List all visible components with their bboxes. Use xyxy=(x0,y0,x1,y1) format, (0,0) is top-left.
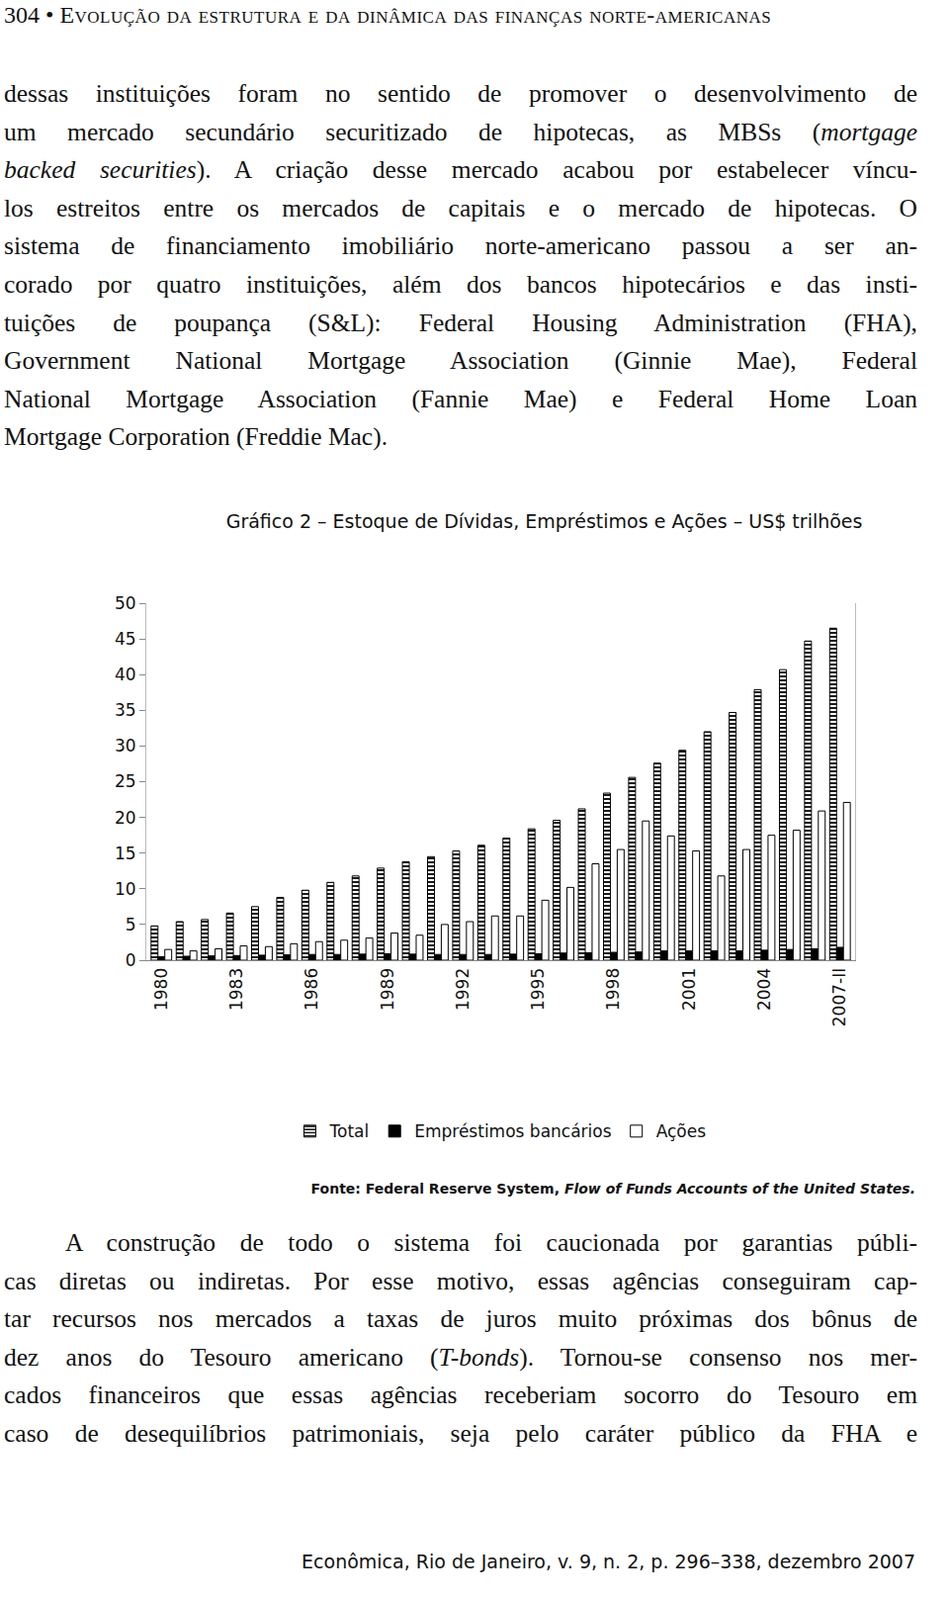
html-text:Government National Mortgage A: Government National Mortgage Association… xyxy=(3,346,918,375)
html-text:caso de desequilíbrios patrimo: caso de desequilíbrios patrimoniais, sej… xyxy=(3,1418,918,1448)
svg-text:Ações: Ações xyxy=(656,1121,707,1141)
html-text:Mortgage Corporation (Freddie: Mortgage Corporation (Freddie Mac). xyxy=(3,422,388,452)
svg-text:40: 40 xyxy=(114,664,137,685)
svg-text:1983: 1983 xyxy=(226,967,247,1011)
html-text:tar recursos nos mercados a ta: tar recursos nos mercados a taxas de jur… xyxy=(3,1304,918,1333)
html-text:los estreitos entre os mercado: los estreitos entre os mercados de capit… xyxy=(3,193,918,223)
svg-text:25: 25 xyxy=(114,771,137,791)
svg-text:45: 45 xyxy=(114,628,137,649)
svg-text:Total: Total xyxy=(329,1121,370,1141)
html-text:cas diretas ou indiretas. Por: cas diretas ou indiretas. Por esse motiv… xyxy=(3,1265,918,1295)
html-text:sistema de financiamento imobi: sistema de financiamento imobiliário nor… xyxy=(3,231,918,261)
html-text:corado por quatro instituições: corado por quatro instituições, além dos… xyxy=(3,269,918,299)
html-text:backed securities). A criação: backed securities). A criação desse merc… xyxy=(3,155,918,185)
svg-text:15: 15 xyxy=(114,843,137,863)
svg-text:1980: 1980 xyxy=(151,967,172,1011)
svg-text:Gráfico 2 – Estoque de Dívidas: Gráfico 2 – Estoque de Dívidas, Emprésti… xyxy=(226,510,863,532)
html-text:National Mortgage Association: National Mortgage Association (Fannie Ma… xyxy=(3,384,918,414)
svg-text:35: 35 xyxy=(114,699,137,720)
svg-text:50: 50 xyxy=(114,593,137,613)
svg-text:10: 10 xyxy=(114,878,137,899)
svg-text:2004: 2004 xyxy=(754,967,775,1011)
svg-text:2001: 2001 xyxy=(679,967,699,1011)
html-text:Fonte: Federal Reserve System,: Fonte: Federal Reserve System, Flow of F… xyxy=(310,1180,916,1197)
svg-text:1992: 1992 xyxy=(452,967,473,1011)
html-text:304 • Evolução da estrutura e: 304 • Evolução da estrutura e da dinâmic… xyxy=(3,1,772,28)
svg-text:1995: 1995 xyxy=(527,967,548,1011)
html-text:Econômica, Rio de Janeiro, v.: Econômica, Rio de Janeiro, v. 9, n. 2, p… xyxy=(301,1550,916,1572)
html-text:dez anos do Tesouro americano: dez anos do Tesouro americano (T-bonds).… xyxy=(3,1342,918,1371)
html-text:um mercado secundário securiti: um mercado secundário securitizado de hi… xyxy=(3,117,918,146)
html-text:cados financeiros que essas ag: cados financeiros que essas agências rec… xyxy=(3,1380,918,1410)
svg-text:20: 20 xyxy=(114,807,137,828)
svg-text:Empréstimos bancários: Empréstimos bancários xyxy=(414,1121,611,1141)
svg-text:2007-II: 2007-II xyxy=(829,967,850,1027)
svg-text:30: 30 xyxy=(114,735,137,756)
svg-text:1986: 1986 xyxy=(301,967,322,1011)
svg-text:5: 5 xyxy=(125,914,137,935)
svg-text:0: 0 xyxy=(125,949,137,970)
html-text:tuições de poupança (S&L): Fed: tuições de poupança (S&L): Federal Housi… xyxy=(3,308,918,337)
svg-text:1998: 1998 xyxy=(603,967,623,1011)
svg-text:1989: 1989 xyxy=(377,967,398,1011)
html-text:A construção de todo o sistema: A construção de todo o sistema foi cauci… xyxy=(65,1227,918,1257)
html-text:dessas instituições foram no s: dessas instituições foram no sentido de … xyxy=(3,79,918,108)
